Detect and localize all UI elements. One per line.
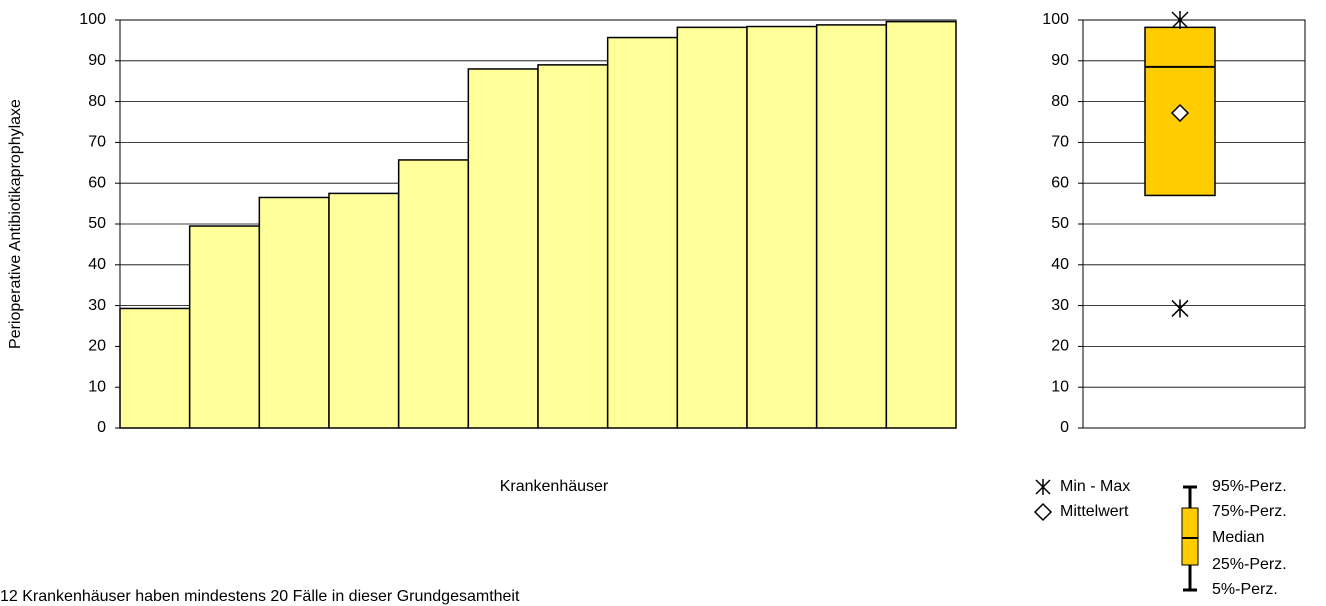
y-tick-label: 70 xyxy=(88,134,106,151)
y-tick-label: 30 xyxy=(1051,297,1069,314)
legend-label: Median xyxy=(1212,529,1264,546)
y-tick-label: 10 xyxy=(88,378,106,395)
legend-whisker xyxy=(1183,485,1197,592)
y-tick-label: 0 xyxy=(1060,419,1069,436)
y-tick-label: 50 xyxy=(1051,215,1069,232)
bar xyxy=(606,36,679,429)
y-tick-label: 50 xyxy=(88,215,106,232)
legend-star xyxy=(1035,479,1051,495)
extreme-star xyxy=(1171,11,1189,29)
bar xyxy=(746,25,818,429)
x-axis-label: Krankenhäuser xyxy=(500,478,609,495)
legend-label: Mittelwert xyxy=(1060,503,1129,520)
mean-diamond xyxy=(1170,103,1190,123)
bar xyxy=(328,192,400,429)
legend-label: 95%-Perz. xyxy=(1212,478,1287,495)
legend-label: 75%-Perz. xyxy=(1212,503,1287,520)
y-tick-label: 100 xyxy=(1042,11,1069,28)
bar xyxy=(397,159,470,429)
y-tick-label: 60 xyxy=(88,174,106,191)
legend-label: 25%-Perz. xyxy=(1212,556,1287,573)
legend-label: 5%-Perz. xyxy=(1212,581,1278,598)
y-tick-label: 100 xyxy=(79,11,106,28)
bar xyxy=(885,20,957,429)
y-tick-label: 30 xyxy=(88,297,106,314)
footnote: 12 Krankenhäuser haben mindestens 20 Fäl… xyxy=(0,588,520,605)
bar xyxy=(258,196,330,429)
y-tick-label: 40 xyxy=(1051,256,1069,273)
bar xyxy=(467,68,539,429)
extreme-star xyxy=(1171,299,1189,318)
bar xyxy=(188,225,261,429)
bar xyxy=(537,64,609,429)
legend-diamond xyxy=(1033,502,1053,522)
y-tick-label: 60 xyxy=(1051,174,1069,191)
y-tick-label: 80 xyxy=(88,93,106,110)
bar xyxy=(119,307,191,429)
y-axis-label: Perioperative Antibiotikaprophylaxe xyxy=(7,99,24,349)
y-tick-label: 20 xyxy=(1051,338,1069,355)
y-tick-label: 10 xyxy=(1051,378,1069,395)
bar xyxy=(815,24,888,429)
legend-box xyxy=(1181,507,1199,566)
y-tick-label: 90 xyxy=(1051,52,1069,69)
y-tick-label: 40 xyxy=(88,256,106,273)
y-tick-label: 80 xyxy=(1051,93,1069,110)
legend-label: Min - Max xyxy=(1060,478,1130,495)
y-tick-label: 70 xyxy=(1051,134,1069,151)
y-tick-label: 20 xyxy=(88,338,106,355)
y-tick-label: 0 xyxy=(97,419,106,436)
bar xyxy=(676,26,748,429)
y-tick-label: 90 xyxy=(88,52,106,69)
